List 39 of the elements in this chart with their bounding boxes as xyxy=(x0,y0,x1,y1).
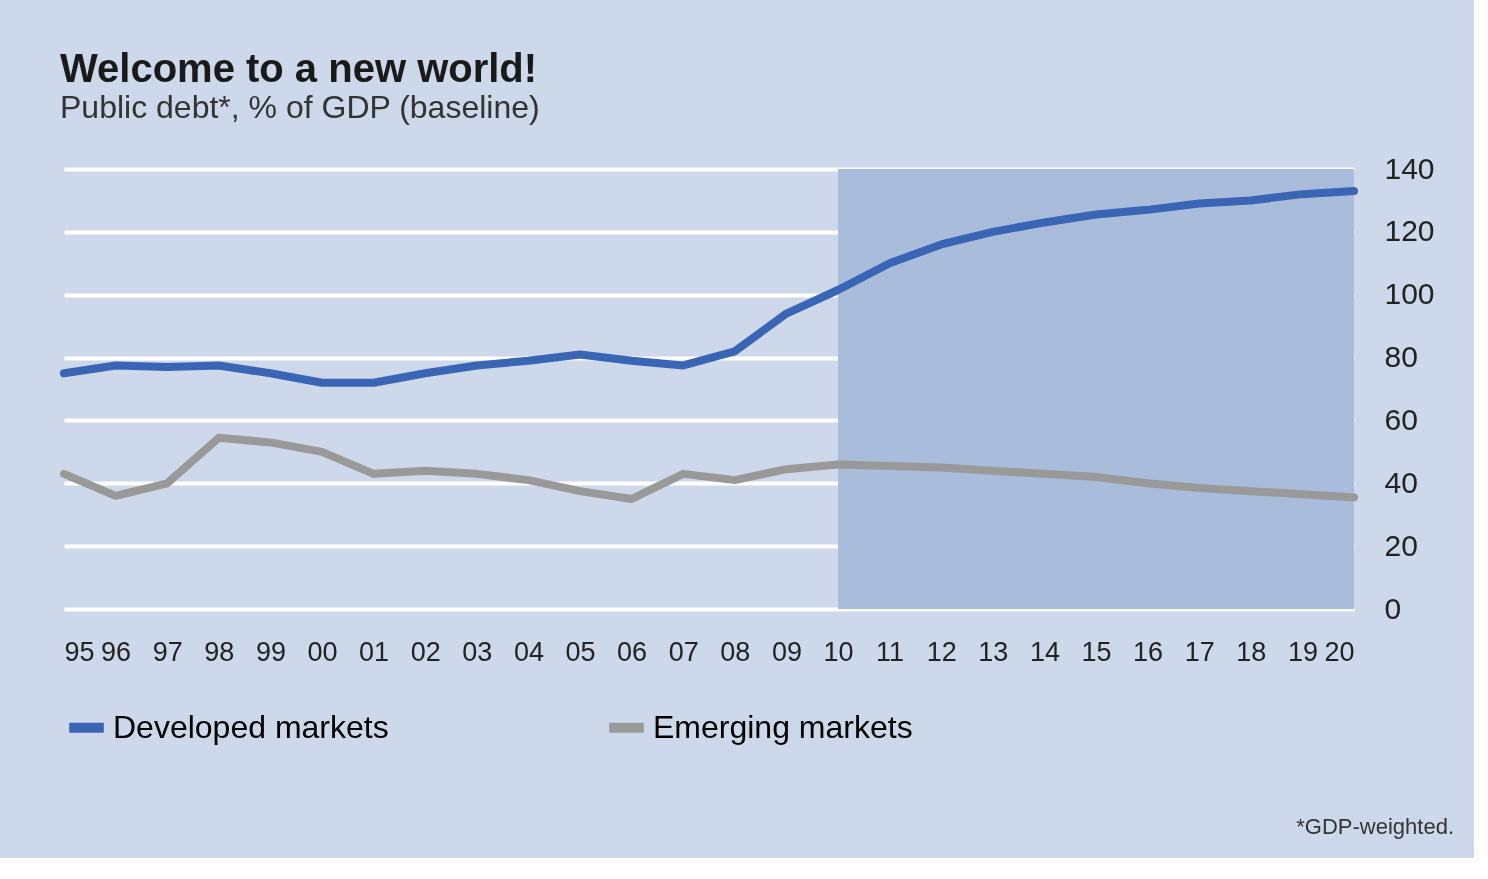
x-tick-label: 99 xyxy=(255,636,286,667)
y-tick-label: 0 xyxy=(1384,591,1402,625)
x-tick-label: 08 xyxy=(720,636,751,667)
x-tick-label: 04 xyxy=(513,636,544,667)
x-tick-label: 10 xyxy=(823,636,854,667)
x-tick-label: 09 xyxy=(771,636,802,667)
x-tick-label: 98 xyxy=(204,636,235,667)
x-tick-label: 17 xyxy=(1184,636,1215,667)
chart-subtitle: Public debt*, % of GDP (baseline) xyxy=(60,89,540,125)
x-tick-label: 11 xyxy=(876,636,905,667)
y-tick-label: 40 xyxy=(1384,465,1418,499)
x-tick-label: 15 xyxy=(1081,636,1112,667)
y-tick-label: 80 xyxy=(1384,340,1418,374)
y-tick-label: 120 xyxy=(1384,214,1435,248)
legend-label: Developed markets xyxy=(113,708,389,745)
y-tick-label: 20 xyxy=(1384,528,1418,562)
y-tick-label: 100 xyxy=(1384,277,1435,311)
x-tick-label: 00 xyxy=(307,636,338,667)
x-tick-label: 16 xyxy=(1133,636,1164,667)
x-tick-label: 19 xyxy=(1287,636,1318,667)
x-tick-label: 97 xyxy=(152,636,183,667)
y-tick-label: 60 xyxy=(1384,402,1418,436)
x-tick-label: 20 xyxy=(1324,636,1355,667)
x-tick-label: 13 xyxy=(978,636,1009,667)
x-tick-label: 03 xyxy=(462,636,493,667)
y-tick-label: 140 xyxy=(1384,151,1435,185)
x-tick-label: 12 xyxy=(926,636,957,667)
x-tick-label: 07 xyxy=(668,636,699,667)
x-tick-label: 18 xyxy=(1236,636,1267,667)
chart-title: Welcome to a new world! xyxy=(60,46,538,90)
legend-label: Emerging markets xyxy=(653,708,913,745)
x-tick-label: 96 xyxy=(101,636,132,667)
x-tick-label: 05 xyxy=(565,636,596,667)
text: *GDP-weighted. xyxy=(1296,814,1454,839)
x-tick-label: 02 xyxy=(410,636,441,667)
x-tick-label: 01 xyxy=(359,636,390,667)
x-tick-label: 95 xyxy=(64,636,95,667)
x-tick-label: 06 xyxy=(617,636,648,667)
x-tick-label: 14 xyxy=(1029,636,1060,667)
